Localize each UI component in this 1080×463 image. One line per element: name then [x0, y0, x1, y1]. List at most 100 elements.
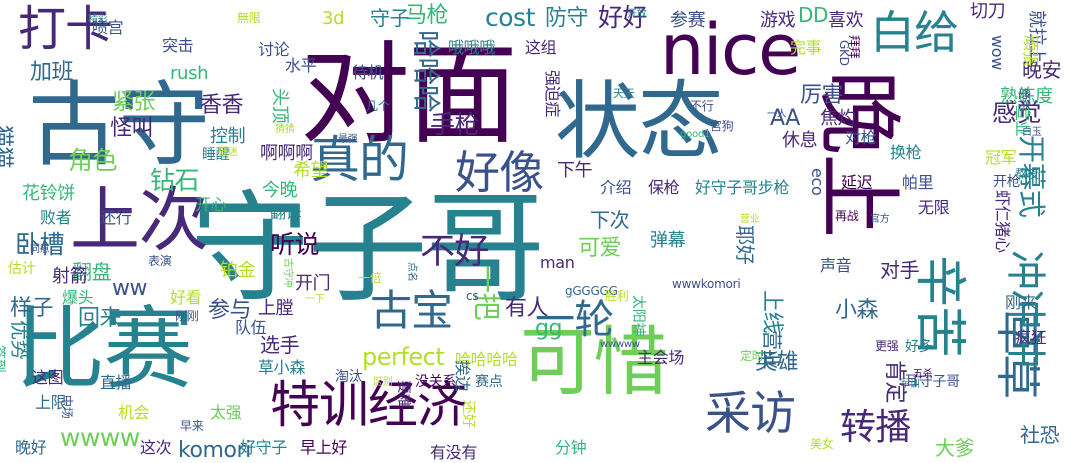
cloud-word: gg	[535, 316, 563, 341]
cloud-word: 签到	[0, 345, 6, 373]
cloud-word: 这次	[140, 438, 172, 457]
cloud-word: 优势	[8, 320, 32, 360]
cloud-word: 没关系	[415, 374, 457, 390]
cloud-word: 卧槽	[15, 230, 65, 259]
cloud-word: 再战	[835, 209, 859, 223]
cloud-word: ww	[112, 276, 148, 301]
cloud-word: 可惜	[520, 318, 669, 406]
cloud-word: 上线	[759, 290, 784, 334]
cloud-word: 对手	[880, 258, 920, 282]
cloud-word: wwwkomori	[672, 277, 741, 291]
cloud-word: 营业	[740, 214, 760, 225]
cloud-word: 怪叫	[110, 116, 154, 141]
cloud-word: 早来	[180, 419, 204, 433]
cloud-word: cs	[466, 289, 479, 303]
cloud-word: 控制	[210, 126, 246, 147]
cloud-word: 白给	[870, 6, 959, 59]
cloud-word: 今晚	[262, 180, 298, 201]
cloud-word: gGGGGG	[565, 284, 618, 298]
cloud-word: 参赛	[670, 10, 706, 31]
cloud-word: 晚安	[1022, 58, 1062, 82]
cloud-word: 军训	[900, 379, 920, 390]
cloud-word: 厉害	[800, 83, 844, 108]
cloud-word: 选手	[260, 333, 300, 357]
cloud-word: 上膛	[258, 298, 294, 319]
cloud-word: 拜拜	[847, 35, 861, 59]
cloud-word: 延迟	[841, 173, 873, 192]
cloud-word: wow	[988, 35, 1007, 71]
cloud-word: 比赛	[15, 297, 193, 402]
cloud-word: 换枪	[890, 143, 922, 162]
cloud-word: 好看	[170, 288, 202, 307]
cloud-word: 翻盘	[72, 260, 112, 284]
cloud-word: 翻译	[270, 203, 302, 222]
cloud-word: 晚好	[15, 438, 47, 457]
cloud-word: 白玉	[1022, 127, 1042, 138]
cloud-word: 一下	[305, 294, 325, 305]
cloud-word: 点名	[406, 262, 417, 282]
cloud-word: 胜利	[605, 289, 629, 303]
cloud-word: 介绍	[600, 178, 632, 197]
cloud-word: 这组	[525, 38, 557, 57]
cloud-word: 完事	[790, 38, 822, 57]
cloud-word: 睡醒	[202, 147, 230, 163]
cloud-word: 状态	[555, 73, 723, 172]
cloud-word: 钻石	[150, 166, 200, 195]
cloud-word: 希望	[293, 160, 329, 181]
cloud-word: 守子	[370, 6, 410, 30]
cloud-word: 刚来	[1005, 293, 1037, 312]
cloud-word: 草小森	[258, 358, 306, 377]
cloud-word: 直播	[100, 373, 132, 392]
cloud-word: AA	[770, 106, 800, 131]
cloud-word: 无限	[918, 198, 950, 217]
cloud-word: 不好	[420, 232, 489, 272]
cloud-word: 好守子	[240, 438, 288, 457]
cloud-word: 猜猜	[275, 124, 295, 135]
cloud-word: 真的	[310, 131, 409, 189]
cloud-word: 宫狗	[710, 119, 734, 133]
cloud-word: 上次	[70, 179, 209, 261]
cloud-word: 参与	[208, 298, 252, 323]
cloud-word: 3d	[322, 8, 345, 29]
cloud-word: 耳守子哥	[905, 374, 960, 390]
cloud-word: 听说	[270, 230, 320, 259]
cloud-word: komori	[178, 438, 251, 463]
cloud-word: 水平	[285, 56, 317, 75]
cloud-word: 射箭	[52, 266, 88, 287]
cloud-word: 有没有	[430, 443, 478, 462]
cloud-word: good1	[680, 129, 711, 140]
cloud-word: 防守	[545, 6, 589, 31]
cloud-word: 淘汰	[335, 369, 363, 385]
cloud-word: 社恐	[1020, 423, 1060, 447]
cloud-word: 对面	[300, 31, 518, 159]
cloud-word: 美女	[810, 437, 834, 451]
cloud-word: 爆头	[62, 288, 94, 307]
cloud-word: 古守冲	[282, 258, 293, 288]
cloud-word: 熬夜	[1015, 167, 1039, 181]
cloud-word: 区别	[373, 377, 393, 388]
cloud-word: 加班	[30, 60, 74, 85]
cloud-word: 帕里	[902, 173, 934, 192]
cloud-word: 哈哈哈哈	[455, 350, 518, 369]
cloud-word: perfect	[362, 343, 445, 371]
cloud-word: wwwww	[600, 339, 640, 350]
cloud-word: 一人	[767, 109, 787, 120]
cloud-word: 英雄	[755, 350, 799, 375]
cloud-word: 可爱	[578, 236, 622, 261]
cloud-word: 声音	[820, 256, 852, 275]
cloud-word: 早上好	[300, 438, 348, 457]
cloud-word: 喷宫	[92, 18, 124, 37]
cloud-word: 香香	[200, 93, 244, 118]
cloud-word: 几个	[366, 99, 390, 113]
cloud-word: 一倍	[358, 271, 382, 285]
cloud-word: 耶好	[733, 225, 757, 265]
cloud-word: 特训经济	[270, 376, 467, 434]
cloud-word: 好好	[598, 3, 648, 32]
cloud-word: 弹幕	[650, 230, 686, 251]
cloud-word: 紧张	[112, 90, 156, 115]
cloud-word: wwww	[60, 423, 140, 452]
cloud-word: rush	[170, 63, 209, 84]
cloud-word: 焦灼	[820, 108, 856, 129]
cloud-word: 守子哥	[190, 180, 545, 319]
